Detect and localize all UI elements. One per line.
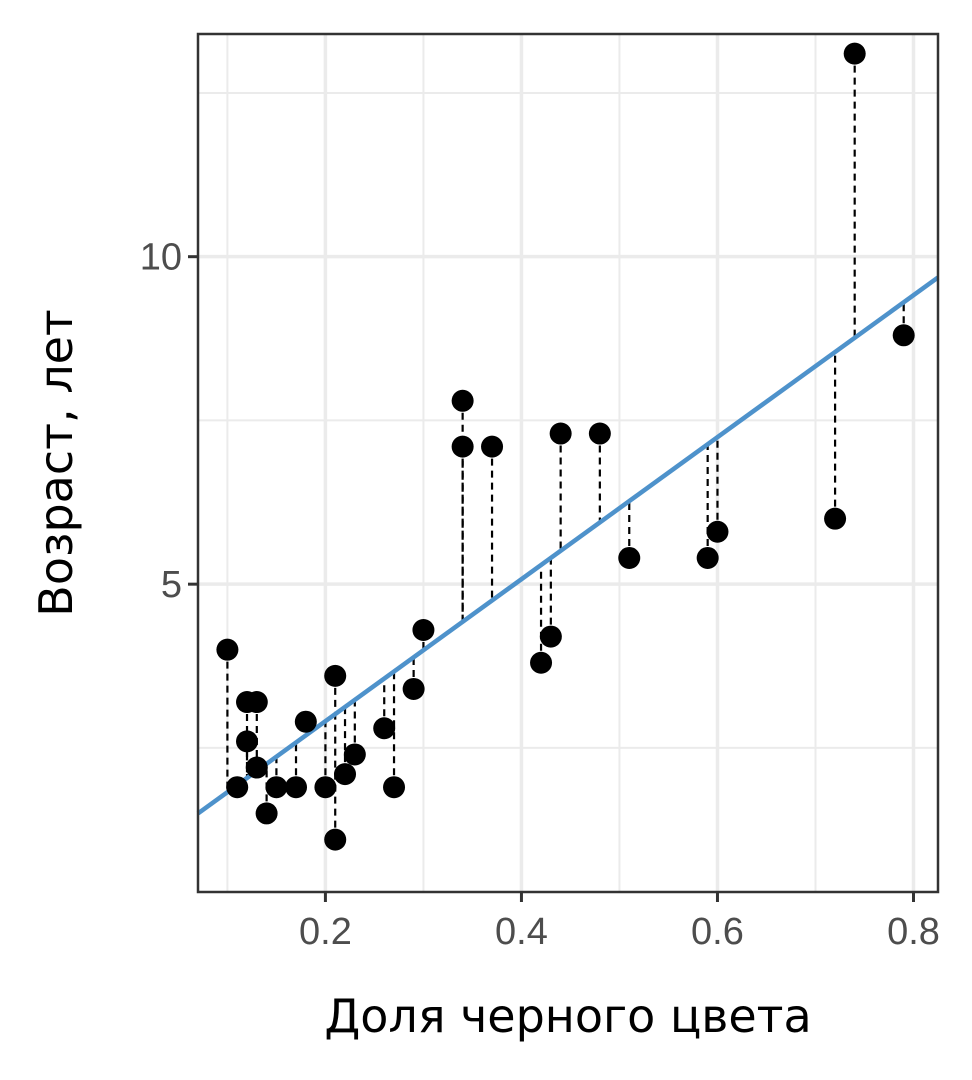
data-point-30	[843, 42, 866, 65]
data-point-7	[265, 776, 288, 799]
data-point-29	[824, 507, 847, 530]
data-point-22	[530, 651, 553, 674]
x-tick-label-3: 0.8	[887, 911, 940, 953]
data-point-8	[285, 776, 308, 799]
x-tick-label-2: 0.6	[691, 911, 744, 953]
x-tick-label-1: 0.4	[495, 911, 548, 953]
data-point-13	[334, 763, 357, 786]
data-point-21	[481, 435, 504, 458]
data-points	[216, 42, 915, 851]
data-point-31	[892, 324, 915, 347]
data-point-24	[549, 422, 572, 445]
data-point-25	[588, 422, 611, 445]
data-point-23	[539, 625, 562, 648]
y-axis-title: Возраст, лет	[29, 309, 83, 616]
data-point-18	[412, 619, 435, 642]
y-tick-label-1: 10	[140, 237, 182, 279]
data-point-14	[343, 743, 366, 766]
data-point-28	[706, 520, 729, 543]
panel-border	[196, 32, 940, 894]
data-point-11	[324, 664, 347, 687]
regression-line	[196, 275, 940, 816]
data-point-0	[216, 638, 239, 661]
x-axis-title: Доля черного цвета	[324, 989, 811, 1043]
regression-line-group	[196, 275, 940, 816]
data-point-4	[245, 691, 268, 714]
panel-background	[198, 34, 938, 892]
data-point-16	[383, 776, 406, 799]
x-tick-label-0: 0.2	[299, 911, 352, 953]
data-point-10	[314, 776, 337, 799]
axis-ticks: 0.2 0.4 0.6 0.8 5 10	[140, 237, 940, 953]
data-point-5	[245, 756, 268, 779]
data-point-6	[255, 802, 278, 825]
data-point-26	[618, 546, 641, 569]
data-point-27	[696, 546, 719, 569]
data-point-20	[451, 435, 474, 458]
y-tick-label-0: 5	[161, 564, 182, 606]
data-point-9	[294, 710, 317, 733]
grid-lines	[198, 34, 938, 892]
data-point-15	[373, 717, 396, 740]
data-point-17	[402, 677, 425, 700]
data-point-19	[451, 389, 474, 412]
data-point-3	[236, 730, 259, 753]
data-point-1	[226, 776, 249, 799]
data-point-12	[324, 828, 347, 851]
